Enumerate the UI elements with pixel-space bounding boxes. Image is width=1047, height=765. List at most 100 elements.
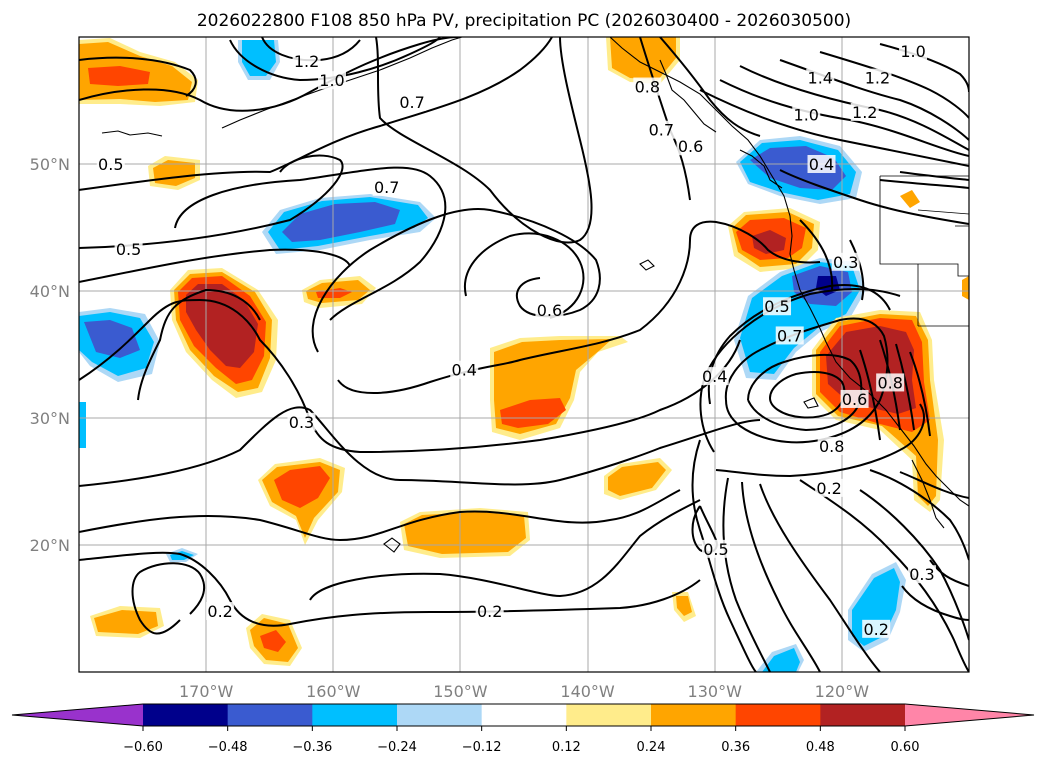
contour-label-bg: [850, 102, 879, 121]
contour-label: 0.5: [703, 540, 728, 559]
pv-contour: [779, 169, 969, 225]
contour-label: 0.3: [909, 565, 934, 584]
contour-label-bg: [292, 52, 321, 71]
contour-label-bg: [807, 155, 836, 173]
coastline: [221, 37, 463, 129]
colorbar-tick-label: 0.60: [891, 740, 920, 755]
contour-label: 0.5: [98, 155, 123, 174]
contour-label: 0.2: [863, 620, 888, 639]
colorbar-segment: [481, 704, 567, 726]
contour-label: 0.3: [833, 253, 858, 272]
contour-label: 1.0: [319, 71, 344, 90]
pv-contour: [699, 89, 969, 167]
colorbar-segment: [735, 704, 821, 726]
contour-label: 1.4: [808, 69, 833, 88]
contour-label-bg: [676, 137, 705, 156]
colorbar-tick-label: 0.36: [721, 740, 750, 755]
contour-label-bg: [792, 105, 821, 124]
pv-contour: [79, 37, 459, 112]
shade-blob: [900, 190, 920, 208]
contour-label-bg: [450, 360, 479, 379]
x-tick-label: 170°W: [179, 682, 234, 701]
contour-label: 0.5: [116, 240, 141, 259]
shade-blob: [500, 398, 566, 428]
pv-contour: [137, 288, 261, 401]
coastline: [659, 59, 717, 133]
contour-label-bg: [863, 68, 892, 87]
x-tick-label: 120°W: [815, 682, 870, 701]
pv-contour: [691, 439, 757, 672]
contour-label-bg: [806, 68, 835, 87]
colorbar-tick-label: 0.48: [806, 740, 835, 755]
map-panel: 1.21.00.70.80.70.61.01.4 1.21.0 1.20.40.50…: [79, 37, 969, 672]
contour-label-bg: [701, 539, 730, 558]
contour-label: 0.7: [399, 93, 424, 112]
pv-contour: [131, 562, 206, 635]
colorbar: −0.60 −0.48 −0.36 −0.24 −0.12 0.12 0.24 0.36 0.4…: [11, 703, 1035, 755]
colorbar-tick-label: 0.12: [552, 740, 581, 755]
coastline: [639, 259, 655, 271]
pv-contour: [79, 248, 351, 283]
pv-contour: [901, 585, 969, 621]
country-border: [955, 225, 969, 276]
contour-label-bg: [475, 602, 504, 621]
pv-contour: [909, 351, 931, 437]
pv-contour: [79, 37, 553, 191]
pv-contour: [747, 353, 863, 432]
shade-blob: [79, 402, 86, 448]
pv-contour: [715, 403, 925, 478]
contour-label-bg: [899, 41, 928, 60]
contour-label-bg: [907, 565, 936, 584]
pv-contour: [229, 37, 441, 82]
pv-contour: [79, 551, 701, 627]
colorbar-tick-label: −0.60: [123, 740, 163, 755]
coastline: [911, 459, 945, 529]
x-tick-label: 130°W: [688, 682, 743, 701]
contour-label-bg: [817, 436, 846, 455]
y-axis-ticks: 20°N 30°N 40°N 50°N: [30, 155, 70, 555]
shade-blob: [242, 40, 276, 76]
colorbar-tick-label: −0.48: [208, 740, 248, 755]
colorbar-tick-label: −0.36: [292, 740, 332, 755]
contour-label-bg: [815, 478, 844, 497]
pv-contour: [375, 37, 593, 244]
contour-label-bg: [840, 389, 869, 408]
colorbar-tick-label: −0.24: [377, 740, 417, 755]
x-tick-label: 160°W: [306, 682, 361, 701]
contour-label: 0.2: [207, 602, 232, 621]
shade-blob: [610, 37, 676, 80]
contour-label-bg: [775, 326, 804, 345]
contour-label-bg: [114, 240, 143, 259]
pv-contours: [79, 37, 969, 672]
contour-label: 0.6: [842, 390, 867, 409]
pv-contour: [719, 79, 969, 157]
contour-label-bg: [206, 602, 235, 621]
contour-label: 0.8: [635, 78, 660, 97]
shade-blob: [762, 648, 800, 672]
pv-contour: [859, 349, 881, 441]
shade-blob: [608, 462, 666, 496]
colorbar-segment: [566, 704, 652, 726]
pv-contour: [174, 166, 447, 321]
pv-contour: [463, 232, 585, 319]
pv-contour: [849, 239, 865, 301]
contour-label: 0.4: [452, 361, 477, 380]
contour-label-bg: [398, 92, 427, 111]
pv-contour: [799, 219, 834, 291]
coastline: [383, 537, 401, 553]
shade-blob: [94, 610, 158, 634]
pv-contour: [899, 471, 969, 499]
contour-label: 0.8: [877, 373, 902, 392]
coastline: [739, 149, 783, 189]
contour-label: 0.4: [809, 155, 834, 174]
contour-label-bg: [876, 373, 905, 392]
colorbar-extend-low: [12, 704, 143, 726]
contour-label: 0.6: [537, 301, 562, 320]
contour-label: 0.2: [477, 602, 502, 621]
coastline: [101, 130, 163, 137]
pv-contour: [741, 481, 821, 672]
pv-contour: [79, 154, 344, 249]
contour-label: 0.2: [816, 479, 841, 498]
map-frame: [78, 36, 970, 673]
contour-label: 0.7: [649, 121, 674, 140]
